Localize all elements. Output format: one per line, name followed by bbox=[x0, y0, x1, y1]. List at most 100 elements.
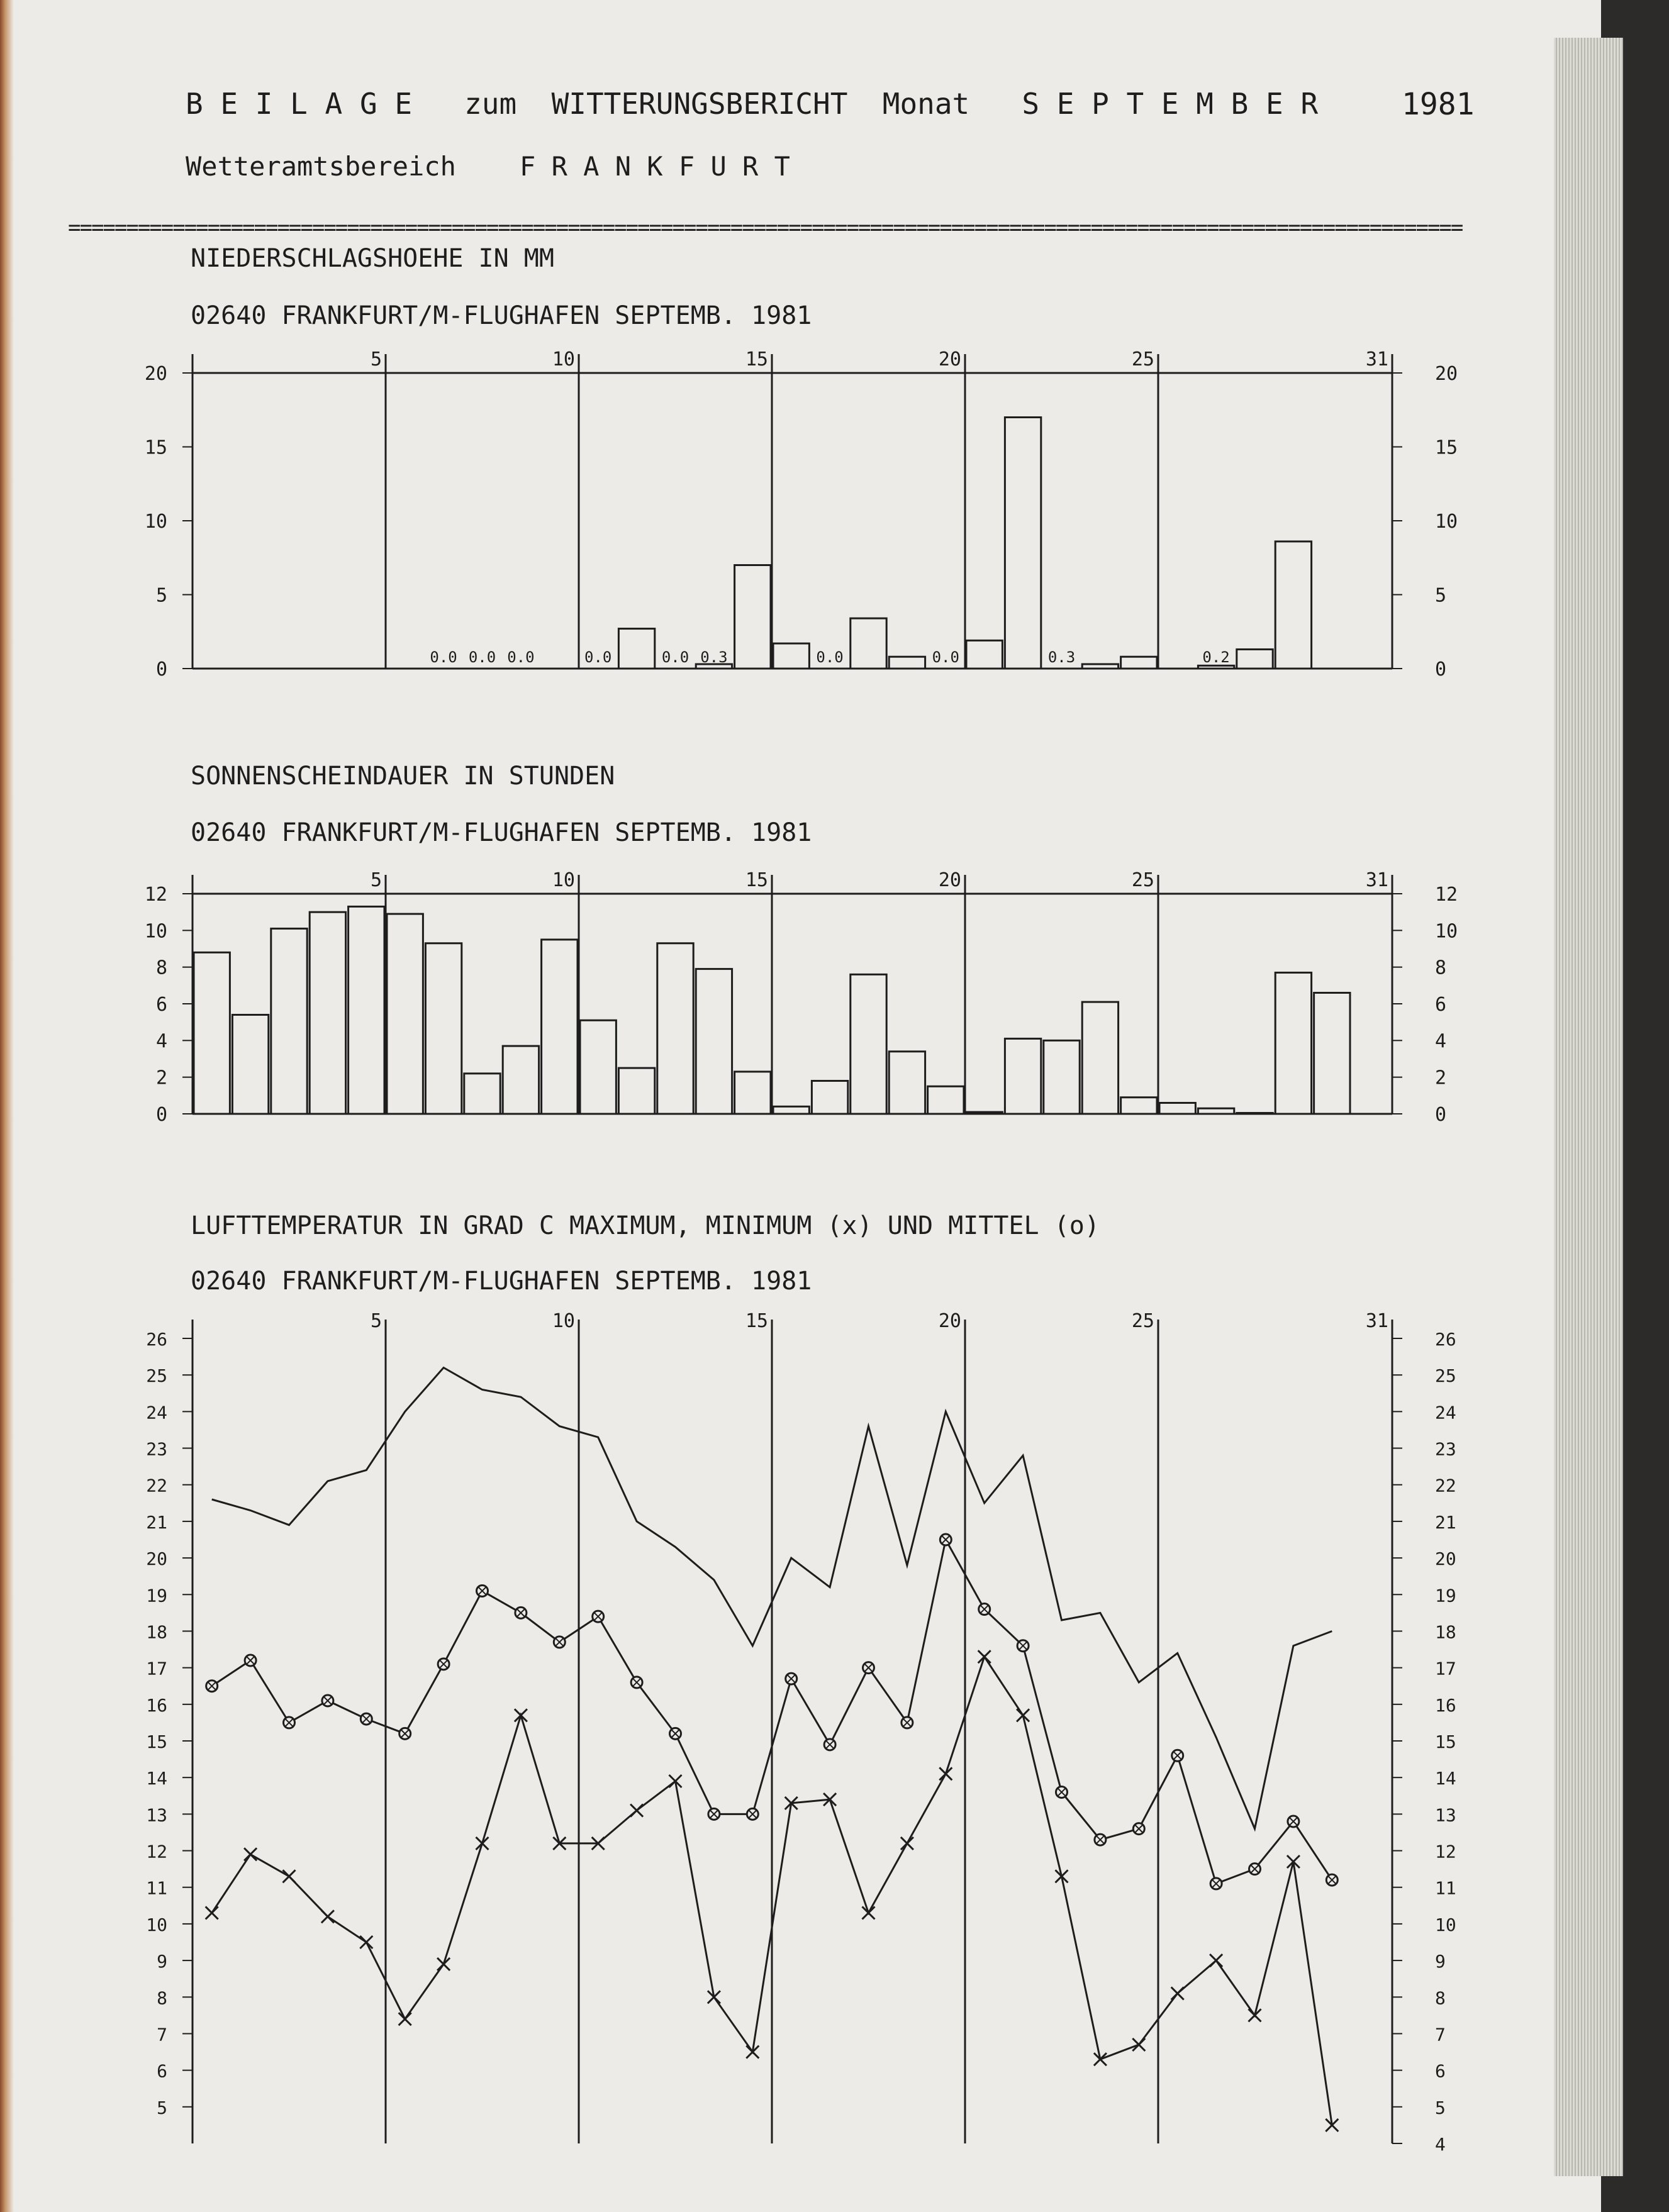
y-tick-label-right: 4 bbox=[1435, 1030, 1446, 1052]
x-tick-label: 20 bbox=[939, 1310, 961, 1332]
y-tick-label-left: 25 bbox=[146, 1365, 167, 1386]
y-tick-label-right: 11 bbox=[1435, 1878, 1456, 1899]
marker-minimum-day-24 bbox=[1093, 2052, 1107, 2067]
y-tick-label-right: 12 bbox=[1435, 884, 1458, 906]
sunshine-chart: SONNENSCHEINDAUER IN STUNDEN 02640 FRANK… bbox=[145, 762, 1458, 1126]
marker-minimum-day-19 bbox=[900, 1836, 914, 1850]
marker-mittel-day-14 bbox=[707, 1807, 721, 1821]
bar-day-14 bbox=[695, 968, 734, 1115]
marker-mittel-day-15 bbox=[745, 1807, 759, 1821]
marker-minimum-day-18 bbox=[861, 1906, 876, 1920]
marker-minimum-day-9 bbox=[513, 1708, 528, 1723]
x-tick-label: 20 bbox=[939, 869, 961, 891]
precipitation-bars bbox=[617, 416, 1313, 670]
marker-minimum-day-28 bbox=[1248, 2008, 1262, 2023]
y-tick-label-right: 16 bbox=[1435, 1695, 1456, 1716]
marker-minimum-day-30 bbox=[1325, 2118, 1339, 2132]
bar-day-4 bbox=[308, 911, 347, 1115]
marker-mittel-day-24 bbox=[1093, 1833, 1107, 1847]
y-tick-label-right: 5 bbox=[1435, 585, 1446, 607]
precipitation-axes: 5 10 15 20 25 31 0 5 10 15 20 0 5 10 15 20 bbox=[145, 348, 1458, 681]
marker-minimum-day-12 bbox=[630, 1803, 644, 1818]
y-tick-label-right: 13 bbox=[1435, 1804, 1456, 1825]
bar-day-17 bbox=[810, 1080, 849, 1115]
y-tick-label-left: 8 bbox=[156, 957, 167, 979]
y-tick-label-left: 6 bbox=[156, 994, 167, 1016]
y-tick-label-left: 13 bbox=[146, 1804, 167, 1825]
y-tick-label-left: 10 bbox=[145, 920, 167, 942]
bar-day-27 bbox=[1197, 1107, 1236, 1115]
y-tick-label-right: 18 bbox=[1435, 1621, 1456, 1642]
y-tick-label-right: 24 bbox=[1435, 1402, 1456, 1423]
marker-mittel-day-17 bbox=[823, 1738, 837, 1752]
bar-day-28 bbox=[1236, 1112, 1274, 1115]
x-tick-label: 10 bbox=[552, 348, 575, 370]
y-tick-label-right: 12 bbox=[1435, 1842, 1456, 1862]
y-tick-label-left: 6 bbox=[157, 2061, 167, 2082]
marker-mittel-day-27 bbox=[1209, 1877, 1223, 1891]
bar-day-18 bbox=[849, 617, 888, 670]
y-tick-label-right: 14 bbox=[1435, 1768, 1456, 1789]
sunshine-bars bbox=[193, 905, 1351, 1115]
y-tick-label-left: 2 bbox=[156, 1067, 167, 1089]
bar-day-28 bbox=[1236, 648, 1274, 670]
y-tick-label-left: 11 bbox=[146, 1878, 167, 1899]
marker-mittel-day-23 bbox=[1055, 1785, 1068, 1799]
x-tick-label: 31 bbox=[1366, 869, 1388, 891]
marker-mittel-day-12 bbox=[630, 1676, 644, 1689]
marker-minimum-day-14 bbox=[706, 1990, 721, 2004]
y-tick-label-left: 5 bbox=[156, 585, 167, 607]
y-tick-label-right: 10 bbox=[1435, 511, 1458, 533]
marker-minimum-day-5 bbox=[359, 1935, 374, 1950]
bar-day-11 bbox=[579, 1019, 617, 1115]
bar-day-30 bbox=[1313, 992, 1351, 1115]
y-tick-label-left: 17 bbox=[146, 1659, 167, 1679]
value-label-day-11: 0.0 bbox=[584, 648, 611, 666]
y-tick-label-right: 15 bbox=[1435, 437, 1458, 459]
bar-day-25 bbox=[1120, 1096, 1158, 1115]
marker-mittel-day-11 bbox=[591, 1609, 605, 1623]
temperature-axes: 5 10 15 20 25 31 5 6 7 8 9 10 11 12 13 14 15 16 17 18 19 20 21… bbox=[146, 1310, 1456, 2155]
y-tick-label-left: 15 bbox=[145, 437, 167, 459]
y-tick-label-left: 4 bbox=[156, 1030, 167, 1052]
marker-minimum-day-8 bbox=[475, 1836, 489, 1850]
y-tick-label-left: 22 bbox=[146, 1476, 167, 1496]
marker-minimum-day-7 bbox=[437, 1957, 451, 1971]
value-label-day-27: 0.2 bbox=[1202, 648, 1229, 666]
value-label-day-17: 0.0 bbox=[816, 648, 843, 666]
bar-day-27 bbox=[1197, 664, 1236, 670]
marker-mittel-day-26 bbox=[1171, 1748, 1185, 1762]
value-label-day-14: 0.3 bbox=[700, 648, 727, 666]
x-tick-label: 5 bbox=[371, 348, 382, 370]
y-tick-label-right: 17 bbox=[1435, 1659, 1456, 1679]
sunshine-subtitle: 02640 FRANKFURT/M-FLUGHAFEN SEPTEMB. 198… bbox=[191, 818, 812, 847]
bar-day-21 bbox=[965, 1111, 1003, 1115]
marker-mittel-day-4 bbox=[321, 1694, 335, 1708]
bar-day-19 bbox=[888, 1050, 927, 1115]
marker-mittel-day-2 bbox=[243, 1653, 257, 1667]
series-line-mittel bbox=[211, 1537, 1333, 1885]
y-tick-label-right: 25 bbox=[1435, 1365, 1456, 1386]
y-tick-label-right: 10 bbox=[1435, 1915, 1456, 1935]
y-tick-label-right: 20 bbox=[1435, 1548, 1456, 1569]
y-tick-label-right: 2 bbox=[1435, 1067, 1446, 1089]
y-tick-label-left: 19 bbox=[146, 1585, 167, 1606]
bar-day-2 bbox=[231, 1014, 270, 1115]
y-tick-label-left: 0 bbox=[156, 1104, 167, 1126]
y-tick-label-left: 10 bbox=[145, 511, 167, 533]
y-tick-label-left: 14 bbox=[146, 1768, 167, 1789]
marker-mittel-day-9 bbox=[514, 1606, 528, 1620]
y-tick-label-left: 23 bbox=[146, 1439, 167, 1460]
marker-mittel-day-13 bbox=[669, 1726, 682, 1740]
marker-mittel-day-16 bbox=[784, 1672, 798, 1686]
marker-mittel-day-21 bbox=[978, 1603, 991, 1616]
y-tick-label-right: 22 bbox=[1435, 1476, 1456, 1496]
bar-day-22 bbox=[1003, 416, 1042, 670]
y-tick-label-right: 8 bbox=[1435, 1987, 1446, 2008]
y-tick-label-right: 19 bbox=[1435, 1585, 1456, 1606]
y-tick-label-right: 4 bbox=[1435, 2134, 1446, 2155]
y-tick-label-left: 20 bbox=[145, 363, 167, 385]
x-tick-label: 10 bbox=[552, 869, 575, 891]
marker-minimum-day-27 bbox=[1209, 1954, 1224, 1968]
bar-day-12 bbox=[617, 1067, 656, 1115]
